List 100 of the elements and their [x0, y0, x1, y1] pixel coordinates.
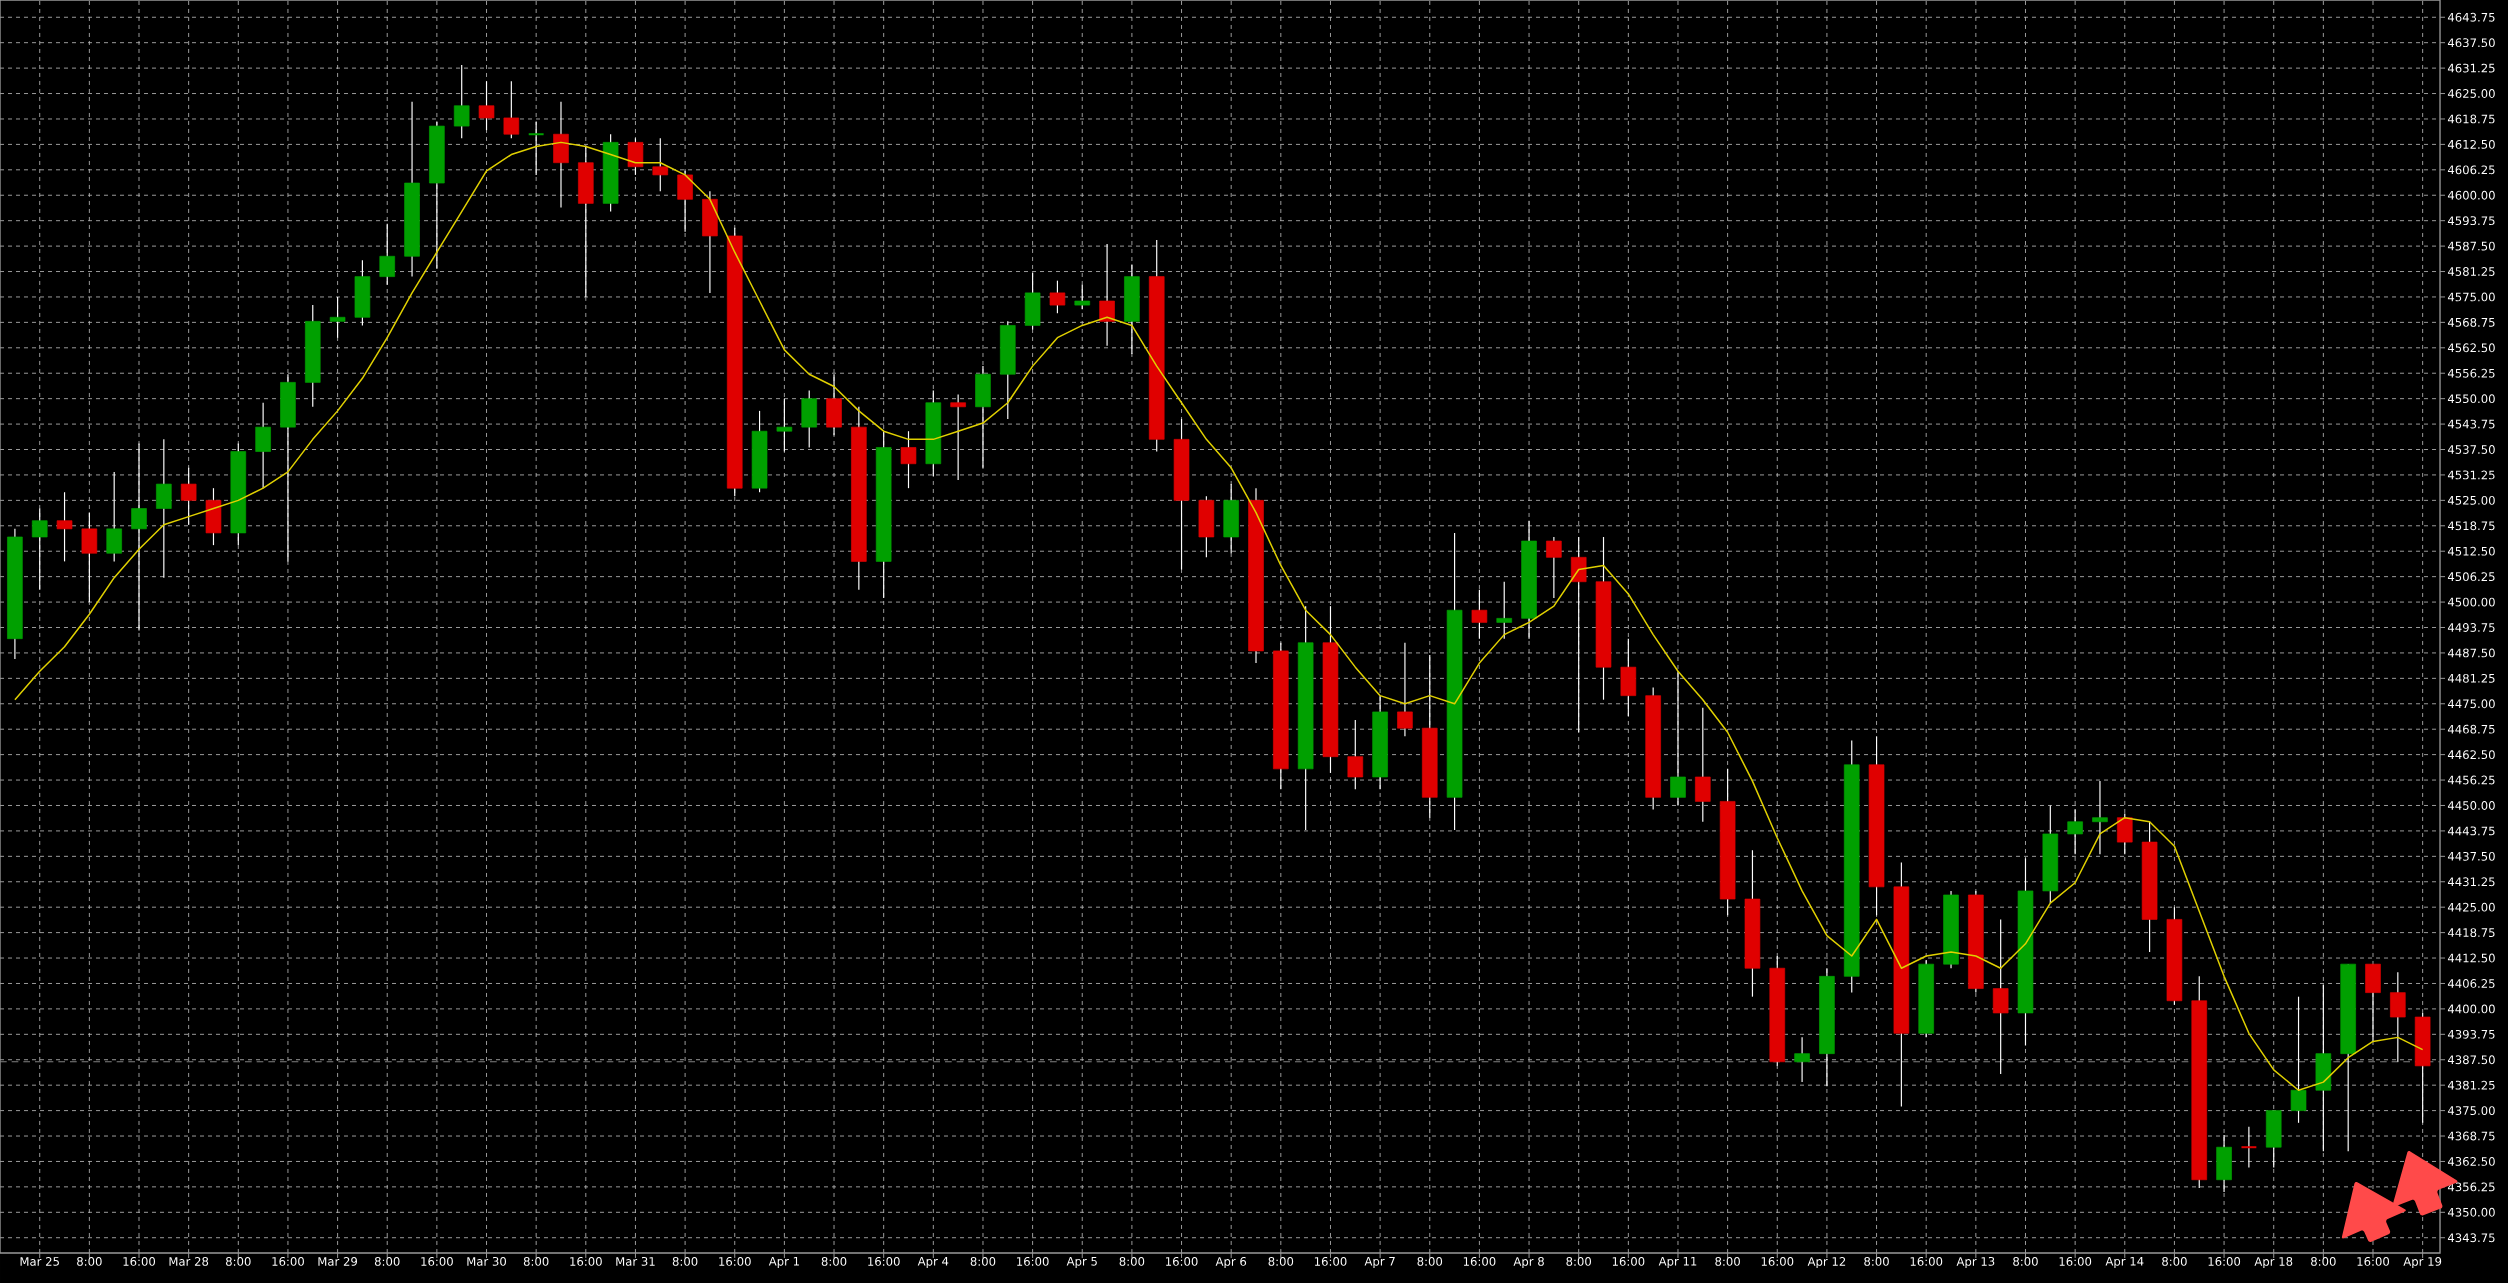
x-tick-label: 8:00: [1566, 1256, 1592, 1266]
y-tick-label: 4462.50: [2447, 750, 2495, 760]
y-tick-label: 4456.25: [2447, 775, 2495, 785]
y-tick-label: 4518.75: [2447, 521, 2495, 531]
y-tick-label: 4606.25: [2447, 165, 2495, 175]
candlestick: [503, 80, 520, 139]
x-tick-label: 16:00: [1165, 1256, 1198, 1266]
y-tick-label: 4475.00: [2447, 699, 2495, 709]
y-tick-label: 4500.00: [2447, 597, 2495, 607]
x-tick-label: 16:00: [868, 1256, 900, 1266]
y-tick-label: 4431.25: [2447, 877, 2495, 887]
candlestick: [2240, 1126, 2258, 1169]
x-tick-label: 8:00: [672, 1256, 698, 1266]
y-tick-label: 4581.25: [2447, 267, 2495, 276]
candlestick: [1397, 642, 1413, 737]
y-tick-label: 4631.25: [2447, 63, 2495, 73]
x-tick-label: 8:00: [77, 1256, 102, 1266]
y-tick-label: 4543.75: [2447, 419, 2495, 429]
x-tick-label: 8:00: [2162, 1256, 2187, 1266]
x-tick-label: 8:00: [374, 1256, 400, 1266]
x-tick-label: 8:00: [2013, 1256, 2038, 1266]
y-tick-label: 4531.25: [2447, 470, 2495, 480]
x-tick-label: 8:00: [1715, 1256, 1740, 1266]
x-tick-label: 8:00: [225, 1256, 251, 1266]
x-tick-label: 16:00: [2357, 1256, 2390, 1266]
y-tick-label: 4612.50: [2447, 139, 2495, 149]
candlestick: [56, 491, 73, 562]
x-tick-label: 16:00: [1761, 1256, 1794, 1266]
candlestick: [379, 223, 396, 286]
candlestick: [900, 430, 917, 489]
candlestick: [1794, 1036, 1810, 1083]
x-tick-label: Apr 19: [2403, 1256, 2442, 1269]
y-tick-label: 4493.75: [2447, 623, 2495, 632]
y-tick-label: 4350.00: [2447, 1207, 2495, 1217]
candlestick: [652, 137, 669, 192]
candlestick: [180, 467, 197, 526]
y-tick-label: 4550.00: [2447, 394, 2495, 404]
candlestick: [1471, 589, 1488, 640]
y-tick-label: 4587.50: [2447, 241, 2495, 251]
candlestick: [1049, 280, 1066, 314]
x-tick-label: Apr 11: [1658, 1256, 1697, 1268]
y-tick-label: 4487.50: [2447, 648, 2495, 658]
y-tick-label: 4618.75: [2447, 114, 2495, 124]
candlestick: [1570, 536, 1587, 733]
x-tick-label: 16:00: [1017, 1256, 1049, 1266]
y-tick-label: 4425.00: [2447, 902, 2495, 912]
x-tick-label: 16:00: [2059, 1256, 2092, 1266]
x-tick-label: Apr 12: [1807, 1256, 1846, 1269]
x-tick-label: Apr 5: [1066, 1256, 1097, 1268]
y-tick-label: 4506.25: [2447, 572, 2495, 582]
y-tick-label: 4400.00: [2447, 1004, 2495, 1014]
x-tick-label: Apr 6: [1215, 1256, 1247, 1269]
y-tick-label: 4562.50: [2447, 343, 2495, 353]
y-tick-label: 4568.75: [2447, 317, 2495, 327]
candlestick: [1546, 536, 1562, 599]
x-tick-label: 16:00: [719, 1256, 751, 1266]
y-tick-label: 4375.00: [2447, 1106, 2495, 1115]
candlestick: [478, 80, 495, 131]
x-tick-label: 16:00: [123, 1256, 156, 1266]
y-tick-label: 4437.50: [2447, 851, 2495, 861]
x-tick-label: Mar 25: [20, 1256, 59, 1266]
x-tick-label: 16:00: [1910, 1256, 1943, 1266]
candlestick: [2290, 996, 2307, 1124]
x-tick-label: 8:00: [821, 1256, 847, 1266]
candlestick: [1074, 284, 1091, 310]
candlestick: [1347, 719, 1364, 790]
y-tick-label: 4381.25: [2447, 1080, 2495, 1090]
candlestick: [2092, 780, 2108, 855]
y-tick-label: 4343.75: [2447, 1233, 2495, 1243]
y-tick-label: 4525.00: [2447, 495, 2495, 505]
y-tick-label: 4468.75: [2447, 724, 2495, 734]
x-tick-label: 8:00: [1268, 1256, 1294, 1266]
x-tick-label: Mar 28: [169, 1256, 209, 1266]
x-tick-label: Apr 18: [2254, 1256, 2293, 1269]
candlestick: [1670, 670, 1686, 807]
candlestick: [1496, 581, 1513, 640]
y-tick-label: 4393.75: [2447, 1029, 2495, 1039]
x-tick-label: 16:00: [1314, 1256, 1347, 1266]
y-tick-label: 4387.50: [2447, 1055, 2495, 1065]
x-tick-label: Apr 7: [1364, 1256, 1395, 1268]
y-tick-label: 4600.00: [2447, 190, 2495, 200]
y-tick-label: 4412.50: [2447, 953, 2495, 963]
x-tick-label: Apr 13: [1956, 1256, 1995, 1269]
x-tick-label: Apr 8: [1513, 1256, 1544, 1269]
x-tick-label: 8:00: [523, 1256, 549, 1266]
candlestick: [131, 442, 147, 632]
y-tick-label: 4593.75: [2447, 216, 2495, 226]
candlestick: [2067, 808, 2083, 855]
x-tick-label: 16:00: [1612, 1256, 1645, 1266]
x-tick-label: Apr 4: [917, 1256, 949, 1268]
x-tick-label: 8:00: [970, 1256, 996, 1266]
y-tick-label: 4362.50: [2447, 1157, 2495, 1166]
x-tick-label: 16:00: [1463, 1256, 1496, 1266]
x-tick-label: 16:00: [421, 1256, 453, 1266]
x-tick-label: Apr 1: [768, 1256, 799, 1268]
y-tick-label: 4625.00: [2447, 89, 2495, 98]
y-tick-label: 4481.25: [2447, 673, 2495, 683]
x-tick-label: Apr 14: [2105, 1256, 2144, 1268]
x-tick-label: Mar 29: [318, 1256, 358, 1266]
x-tick-label: 8:00: [2311, 1256, 2336, 1266]
